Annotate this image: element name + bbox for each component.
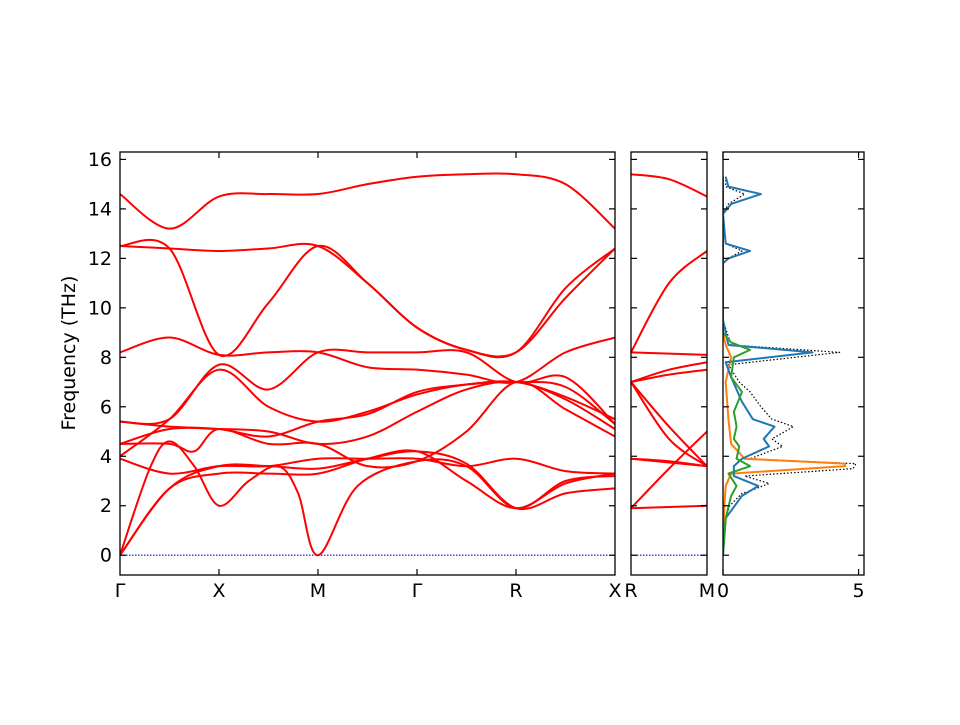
dos-curve-4: [723, 176, 752, 556]
band-lines-r-m: [631, 173, 707, 556]
y-tick-label: 12: [88, 248, 112, 270]
band-line-r-m-7: [631, 368, 707, 384]
band-line-3: [120, 440, 615, 557]
dos-x-tick-label: 0: [717, 580, 729, 602]
axes-frames: [119, 151, 865, 576]
band-line-10: [120, 336, 615, 384]
y-tick-label: 16: [88, 149, 112, 171]
y-tick-label: 6: [100, 396, 112, 418]
band-line-r-m-6: [631, 381, 707, 467]
k-point-label: M: [310, 580, 326, 602]
y-tick-label: 8: [100, 347, 112, 369]
y-tick-label: 2: [100, 495, 112, 517]
k-point-label: Γ: [412, 580, 423, 602]
band-line-4: [120, 457, 615, 475]
band-line-13: [120, 172, 615, 230]
k-point-label: X: [212, 580, 225, 602]
band-line-r-m-9: [631, 351, 707, 356]
band-structure-main-frame: [119, 151, 616, 576]
band-line-r-m-5: [631, 381, 707, 467]
y-tick-label: 10: [88, 297, 112, 319]
y-axis-label: Frequency (THz): [58, 276, 80, 431]
dos-panel-frame: [722, 151, 865, 576]
band-line-r-m-8: [631, 361, 707, 384]
band-lines-main: [120, 172, 615, 557]
dos-x-tick-label: 5: [853, 580, 865, 602]
y-tick-label: 14: [88, 198, 112, 220]
y-tick-label: 4: [100, 446, 112, 468]
k-point-label: X: [608, 580, 621, 602]
k-point-label: R: [509, 580, 522, 602]
band-line-r-m-2: [631, 430, 707, 509]
y-tick-label: 0: [100, 545, 112, 567]
band-structure-r-m-frame: [630, 151, 708, 576]
band-line-9: [120, 348, 615, 425]
k-point-label-r-m: M: [699, 580, 715, 602]
k-point-label-r-m: R: [624, 580, 637, 602]
band-line-r-m-10: [631, 250, 707, 353]
k-point-label: Γ: [115, 580, 126, 602]
band-line-r-m-4: [631, 457, 707, 468]
band-line-r-m-11: [631, 173, 707, 198]
band-line-12: [120, 242, 615, 359]
